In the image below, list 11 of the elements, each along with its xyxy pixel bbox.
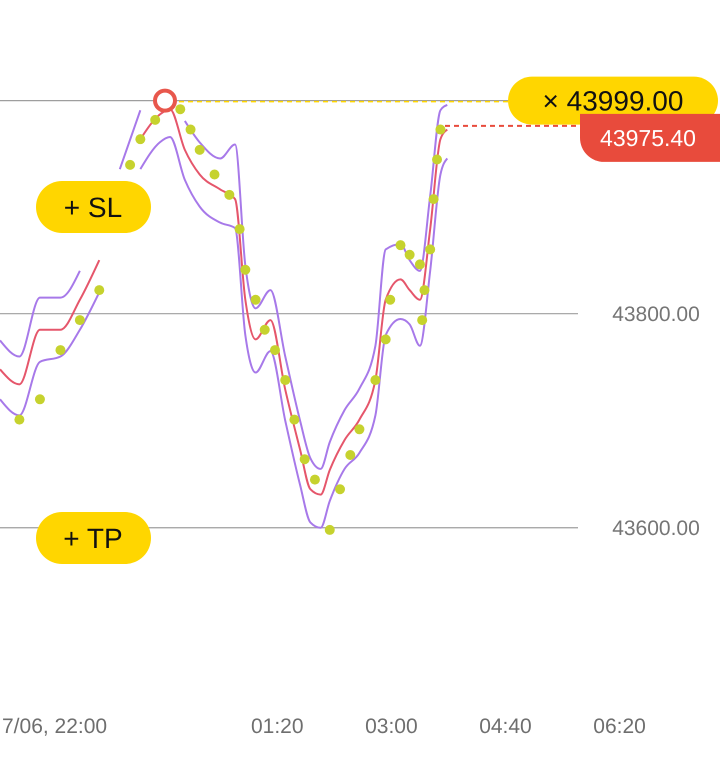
x-tick-label: 01:20 [250, 715, 304, 738]
x-tick-label: 04:40 [479, 715, 532, 738]
ref-line-label: 43975.40 [600, 125, 696, 152]
x-tick-label: 03:00 [365, 715, 418, 738]
annotation: + TP [63, 523, 123, 554]
y-tick-label: 43800.00 [612, 303, 700, 326]
annotation: + SL [64, 192, 122, 224]
x-tick-label: 06:20 [593, 715, 646, 738]
x-tick-label: 7/06, 22:00 [2, 715, 108, 738]
y-tick-label: 43600.00 [612, 517, 700, 540]
ref-line-label: × 43999.00 [542, 86, 684, 117]
